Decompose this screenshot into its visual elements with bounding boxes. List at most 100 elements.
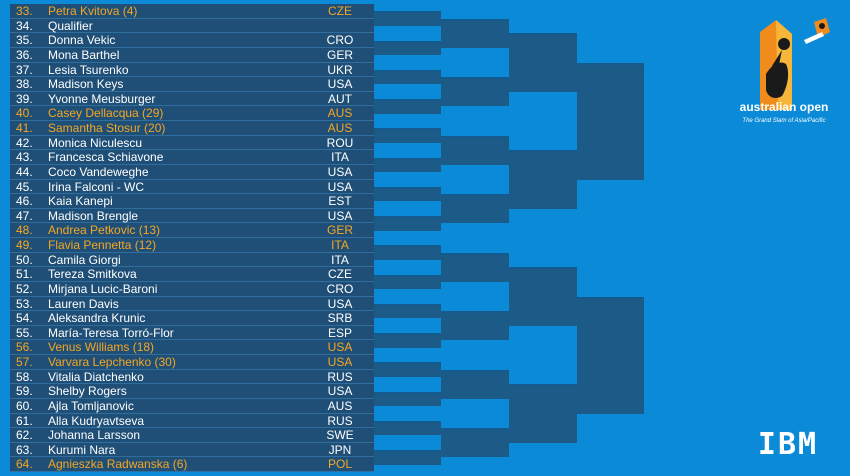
round-3-slot [441,194,509,224]
round-2-slot [374,186,441,202]
bracket-line [374,450,441,453]
draw-number: 62. [16,428,33,443]
bracket-line [441,252,509,255]
player-country: ITA [331,150,349,165]
player-country: USA [327,296,353,311]
round-2-slot [374,303,441,319]
round-2-slot [374,216,441,231]
round-2-slot [374,69,441,85]
player-name: Varvara Lepchenko (30) [48,355,176,369]
player-name: Camila Giorgi [48,252,121,267]
player-country: SRB [327,311,353,326]
player-country: JPN [328,442,352,457]
round-3-slot [441,18,509,48]
draw-row: 44. Coco Vandeweghe USA [10,165,374,180]
round-4-slot [509,150,577,209]
round-2-slot [374,157,441,173]
bracket-line [577,296,644,299]
draw-row: 37. Lesia Tsurenko UKR [10,63,374,78]
bracket-line [509,33,577,36]
round-3-slot [441,135,509,165]
draw-number: 48. [16,223,33,238]
ibm-wordmark: IBM [748,428,828,462]
bracket-line [441,77,509,80]
bracket-line [374,186,441,189]
draw-row: 56. Venus Williams (18) USA [10,340,374,355]
draw-row: 58. Vitalia Diatchenko RUS [10,370,374,385]
draw-row: 35. Donna Vekic CRO [10,33,374,48]
player-country: CZE [328,4,352,18]
round-2-slot [374,391,441,407]
player-country: AUS [327,121,353,135]
draw-number: 49. [16,238,33,252]
player-name: Flavia Pennetta (12) [48,238,157,252]
ao-wordmark: australian open [739,100,829,114]
round-2-slot [374,420,441,436]
draw-number: 64. [16,457,33,472]
player-name: María-Teresa Torró-Flor [48,325,174,340]
bracket-line [441,311,509,314]
player-country: POL [327,457,352,472]
round-3-slot [441,428,509,458]
draw-number: 43. [16,150,33,165]
player-country: SWE [326,428,354,443]
round-3-slot [441,369,509,399]
round-2-slot [374,362,441,377]
player-country: CRO [326,33,354,48]
player-name: Alla Kudryavtseva [48,413,145,428]
player-name: Mona Barthel [48,47,120,62]
player-country: ITA [331,252,349,267]
player-name: Francesca Schiavone [48,150,164,165]
round-5-slot [577,62,644,180]
player-name: Venus Williams (18) [48,340,155,355]
draw-row: 51. Tereza Smitkova CZE [10,267,374,282]
draw-number: 52. [16,281,33,296]
player-country: USA [327,179,353,194]
bracket-line [374,69,441,72]
draw-row: 36. Mona Barthel GER [10,48,374,63]
draw-number: 61. [16,413,33,428]
round-2-slot [374,128,441,143]
bracket-line [374,391,441,394]
player-name: Kurumi Nara [48,442,116,457]
round-5-slot [577,296,644,414]
draw-row: 50. Camila Giorgi ITA [10,253,374,268]
draw-row: 34. Qualifier [10,19,374,34]
draw-number: 44. [16,164,33,179]
bracket-line [374,40,441,43]
player-name: Mirjana Lucic-Baroni [48,281,158,296]
draw-list: 33. Petra Kvitova (4) CZE 34. Qualifier 35. Do… [10,4,374,472]
draw-row: 38. Madison Keys USA [10,77,374,92]
draw-row: 54. Aleksandra Krunic SRB [10,311,374,326]
draw-number: 60. [16,398,33,413]
round-2-slot [374,40,441,56]
player-country: CZE [328,267,352,282]
draw-row: 52. Mirjana Lucic-Baroni CRO [10,282,374,297]
player-country: UKR [327,62,353,77]
draw-number: 54. [16,311,33,326]
player-name: Madison Keys [48,77,124,92]
draw-row: 41. Samantha Stosur (20) AUS [10,121,374,136]
draw-row: 49. Flavia Pennetta (12) ITA [10,238,374,253]
draw-number: 42. [16,135,33,150]
bracket-line [374,157,441,160]
player-name: Irina Falconi - WC [48,179,145,194]
draw-row: 55. María-Teresa Torró-Flor ESP [10,326,374,341]
draw-row: 63. Kurumi Nara JPN [10,443,374,458]
ibm-logo: IBM [748,428,828,462]
round-4-slot [509,33,577,92]
bracket-line [441,194,509,197]
player-name: Lesia Tsurenko [48,62,129,77]
round-3-slot [441,252,509,282]
bracket-line [374,274,441,277]
round-4-slot [509,267,577,326]
player-country: USA [327,164,353,179]
round-4-slot [509,384,577,443]
player-name: Yvonne Meusburger [48,91,156,106]
player-name: Johanna Larsson [48,428,141,443]
draw-row: 53. Lauren Davis USA [10,297,374,312]
draw-number: 45. [16,179,33,194]
draw-number: 40. [16,106,33,121]
draw-row: 61. Alla Kudryavtseva RUS [10,414,374,429]
player-name: Kaia Kanepi [48,194,113,209]
